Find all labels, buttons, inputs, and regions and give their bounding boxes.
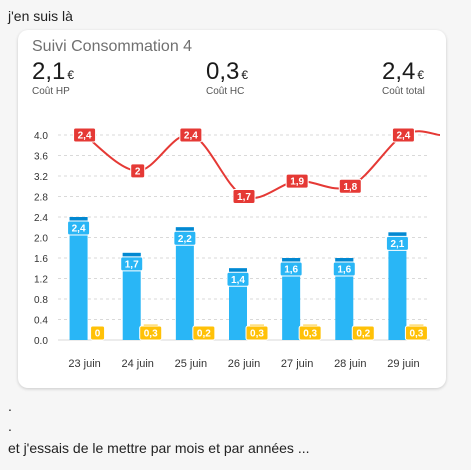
total-data-label-bg [179,127,203,143]
hc-data-label-bg [298,325,322,341]
hc-data-label: 0,2 [197,329,211,340]
hp-data-label-bg [120,256,144,272]
bar-hp-cap [282,258,301,262]
hc-data-label: 0,3 [409,329,423,340]
post-dot-text: . [8,418,12,434]
x-tick-label: 26 juin [228,358,260,370]
x-tick-label: 23 juin [68,358,100,370]
total-data-label-bg [73,127,97,143]
x-tick-label: 29 juin [387,358,419,370]
hp-data-label: 2,2 [178,234,192,245]
stat-cout-hc[interactable]: 0,3 € Coût HC [206,58,248,97]
bar-hp [122,252,141,340]
hp-data-label: 1,7 [125,259,139,270]
bar-hp-cap [229,268,247,273]
stat-unit: € [241,68,249,82]
total-data-label: 2 [135,166,141,177]
hc-data-label: 0,3 [144,329,158,340]
bar-hp [175,227,194,340]
total-data-label-bg [338,178,362,194]
bar-hp-cap [69,217,88,221]
post-intro-text: j'en suis là [8,8,73,24]
x-tick-label: 24 juin [122,358,154,370]
bar-hp-cap [388,232,407,237]
x-tick-label: 27 juin [281,358,313,370]
hc-data-label-bg [90,325,106,341]
total-data-label-bg [285,173,309,189]
hc-data-label: 0,3 [303,329,317,340]
hp-data-label-bg [226,271,250,287]
hp-data-label: 1,6 [337,265,351,276]
total-data-label: 2,4 [78,131,92,142]
y-tick-label: 3.2 [34,172,48,183]
y-tick-label: 3.6 [34,152,48,163]
y-tick-label: 4.0 [34,131,48,142]
hc-data-label: 0 [95,329,101,340]
total-data-label: 2,4 [396,131,410,142]
hp-data-label: 1,4 [231,275,245,286]
y-tick-label: 0.0 [34,336,48,347]
hc-data-label-bg [139,325,163,341]
total-data-label-bg [232,189,256,204]
hc-data-label-bg [192,325,216,341]
x-tick-label: 25 juin [175,358,207,370]
y-tick-label: 2.8 [34,193,48,204]
total-data-label-bg [391,127,415,143]
stat-value: 0,3 [206,58,240,85]
consumption-card: Suivi Consommation 4 2,1 € Coût HP 0,3 € C… [18,30,446,388]
total-data-label-bg [130,163,146,179]
bar-hp-cap [335,258,354,262]
post-outro-text: et j'essais de le mettre par mois et par… [8,440,310,456]
hp-data-label-bg [385,235,409,251]
y-tick-label: 2.4 [34,213,48,224]
hc-data-label: 0,3 [250,329,264,340]
y-tick-label: 1.2 [34,275,48,286]
bar-hp [282,258,301,340]
stat-unit: € [417,68,425,82]
stat-cout-total[interactable]: 2,4 € Coût total [382,58,425,97]
hp-data-label: 1,6 [284,265,298,276]
stat-value: 2,1 [32,58,66,85]
total-data-label: 1,7 [237,192,251,203]
hp-data-label-bg [332,261,356,277]
hc-data-label-bg [404,325,428,341]
bar-hp-cap [122,252,141,257]
post-dot-text: . [8,398,12,414]
total-data-label: 1,8 [343,182,357,193]
stat-label: Coût total [382,86,425,97]
stat-label: Coût HP [32,86,70,97]
hc-data-label: 0,2 [356,329,370,340]
consumption-chart: 4.0 3.6 3.2 2.8 2.4 2.0 1.6 1.2 0.8 0.4 0.0 23 juin… [34,127,441,370]
bar-hp [388,232,407,340]
hp-data-label: 2,1 [390,239,404,250]
hc-data-label-bg [245,325,269,341]
y-tick-label: 1.6 [34,254,48,265]
x-tick-label: 28 juin [334,358,366,370]
bar-hp-cap [175,227,194,232]
stat-label: Coût HC [206,86,245,97]
total-data-label: 2,4 [184,131,198,142]
hp-data-label-bg [279,261,303,277]
bar-hp [69,217,88,340]
card-title: Suivi Consommation 4 [32,38,193,55]
hp-data-label: 2,4 [72,224,86,235]
hp-data-label-bg [173,230,197,246]
stat-unit: € [67,68,75,82]
stat-cout-hp[interactable]: 2,1 € Coût HP [32,58,74,97]
hc-data-label-bg [351,325,375,341]
bar-hp [335,258,354,340]
y-tick-label: 2.0 [34,234,48,245]
stat-value: 2,4 [382,58,416,85]
y-tick-label: 0.4 [34,316,48,327]
hp-data-label-bg [67,220,91,236]
y-tick-label: 0.8 [34,295,48,306]
total-data-label: 1,9 [290,177,304,188]
